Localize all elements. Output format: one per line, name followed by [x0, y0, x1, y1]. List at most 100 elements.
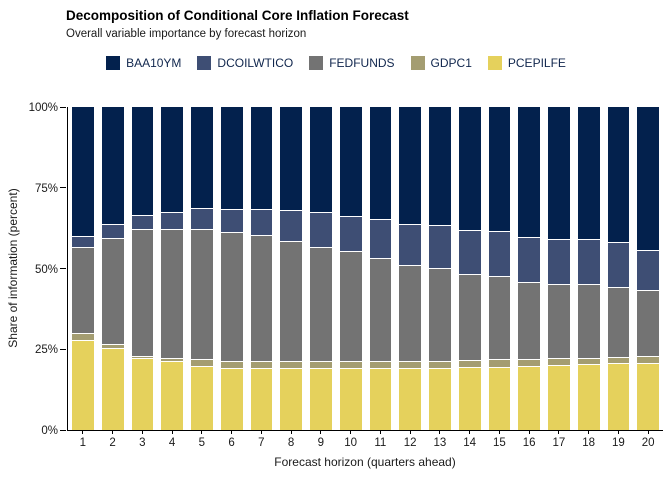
bar-q14 — [458, 107, 481, 430]
x-tick-mark — [290, 430, 292, 434]
bar-segment-pcepilfe — [577, 365, 600, 430]
bar-segment-dcoilwtico — [607, 242, 630, 287]
bar-segment-fedfunds — [101, 238, 124, 345]
bar-segment-gdpc1 — [548, 359, 570, 366]
bar-segment-pcepilfe — [161, 362, 183, 430]
x-tick-cell: 20 — [637, 430, 659, 449]
bar-segment-gdpc1 — [131, 356, 154, 358]
x-tick-label: 11 — [374, 437, 387, 449]
bar-segment-pcepilfe — [607, 364, 630, 430]
x-tick-label: 19 — [611, 437, 625, 449]
x-tick-label: 20 — [641, 437, 655, 449]
bar-segment-baa10ym — [72, 107, 94, 236]
bar-segment-dcoilwtico — [191, 208, 213, 229]
bar-segment-gdpc1 — [607, 357, 630, 364]
bar-segment-gdpc1 — [280, 362, 302, 368]
x-tick-cell: 1 — [72, 430, 94, 449]
x-tick-label: 6 — [228, 437, 235, 449]
x-tick-label: 17 — [552, 437, 566, 449]
bar-segment-baa10ym — [339, 107, 362, 217]
x-tick-cell: 13 — [429, 430, 451, 449]
x-tick-cell: 5 — [191, 430, 213, 449]
bar-segment-gdpc1 — [220, 361, 243, 369]
bar-segment-baa10ym — [518, 107, 540, 238]
bar-segment-dcoilwtico — [161, 212, 183, 229]
x-tick-mark — [171, 430, 173, 434]
y-tick-mark — [60, 187, 66, 189]
y-tick-label: 25% — [34, 344, 58, 357]
bar-segment-fedfunds — [280, 242, 302, 362]
bar-segment-pcepilfe — [429, 368, 451, 430]
x-tick-mark — [231, 430, 233, 434]
bar-segment-pcepilfe — [339, 369, 362, 431]
bar-segment-gdpc1 — [637, 357, 659, 363]
bar-segment-baa10ym — [429, 107, 451, 226]
x-tick-cell: 19 — [608, 430, 630, 449]
x-tick-cell: 16 — [518, 430, 540, 449]
bar-segment-dcoilwtico — [131, 215, 154, 229]
bar-segment-fedfunds — [339, 251, 362, 362]
bar-segment-gdpc1 — [161, 359, 183, 362]
y-tick-mark — [60, 106, 66, 108]
bar-segment-fedfunds — [637, 291, 659, 357]
bar-segment-pcepilfe — [488, 367, 511, 430]
bar-segment-baa10ym — [280, 107, 302, 211]
x-tick-mark — [112, 430, 114, 434]
x-tick-mark — [498, 430, 500, 434]
bar-segment-baa10ym — [548, 107, 570, 240]
bar-segment-pcepilfe — [548, 366, 570, 430]
bar-segment-fedfunds — [369, 258, 392, 362]
bar-segment-baa10ym — [577, 107, 600, 240]
y-tick-mark — [60, 429, 66, 431]
y-tick-mark — [60, 268, 66, 269]
bar-segment-fedfunds — [458, 274, 481, 361]
x-tick-mark — [469, 430, 471, 434]
bar-q20 — [637, 107, 659, 430]
bar-segment-gdpc1 — [191, 360, 213, 367]
bar-q1 — [72, 107, 94, 430]
bar-segment-gdpc1 — [429, 362, 451, 368]
bar-segment-gdpc1 — [250, 362, 273, 369]
x-tick-mark — [588, 430, 590, 434]
x-tick-label: 13 — [433, 437, 447, 449]
bar-q3 — [131, 107, 154, 430]
chart-subtitle: Overall variable importance by forecast … — [66, 28, 307, 40]
bar-q19 — [607, 107, 630, 430]
legend-item-pcepilfe: PCEPILFE — [487, 56, 566, 70]
bar-segment-baa10ym — [310, 107, 332, 212]
bar-segment-dcoilwtico — [488, 231, 511, 277]
x-tick-cell: 14 — [459, 430, 481, 449]
x-tick-label: 5 — [198, 437, 206, 449]
x-tick-mark — [528, 430, 530, 434]
x-tick-mark — [260, 430, 262, 434]
bar-q5 — [191, 107, 213, 430]
x-tick-label: 8 — [287, 437, 295, 449]
legend-label: GDPC1 — [430, 56, 472, 70]
chart-title: Decomposition of Conditional Core Inflat… — [66, 8, 409, 23]
bars — [68, 107, 663, 431]
bar-segment-gdpc1 — [72, 333, 94, 340]
y-tick-label: 75% — [34, 182, 58, 195]
bar-q17 — [548, 107, 570, 430]
bar-q11 — [369, 107, 392, 430]
x-tick-mark — [201, 430, 203, 434]
legend-swatch-icon — [197, 56, 212, 70]
x-tick-label: 1 — [79, 437, 87, 449]
x-tick-mark — [647, 430, 649, 434]
bar-segment-dcoilwtico — [548, 240, 570, 285]
bar-segment-fedfunds — [488, 277, 511, 360]
bar-q16 — [518, 107, 540, 430]
x-tick-cell: 15 — [489, 430, 511, 449]
bar-segment-pcepilfe — [399, 369, 421, 431]
bar-segment-baa10ym — [458, 107, 481, 230]
bar-segment-fedfunds — [518, 282, 540, 360]
x-tick-label: 14 — [463, 437, 477, 449]
x-tick-mark — [617, 430, 619, 434]
bar-segment-pcepilfe — [131, 358, 154, 430]
y-tick-label: 50% — [34, 263, 58, 276]
bar-segment-baa10ym — [220, 107, 243, 209]
bar-q8 — [280, 107, 302, 431]
x-axis-title: Forecast horizon (quarters ahead) — [274, 455, 456, 469]
bar-segment-pcepilfe — [72, 340, 94, 430]
bar-segment-gdpc1 — [369, 362, 392, 369]
